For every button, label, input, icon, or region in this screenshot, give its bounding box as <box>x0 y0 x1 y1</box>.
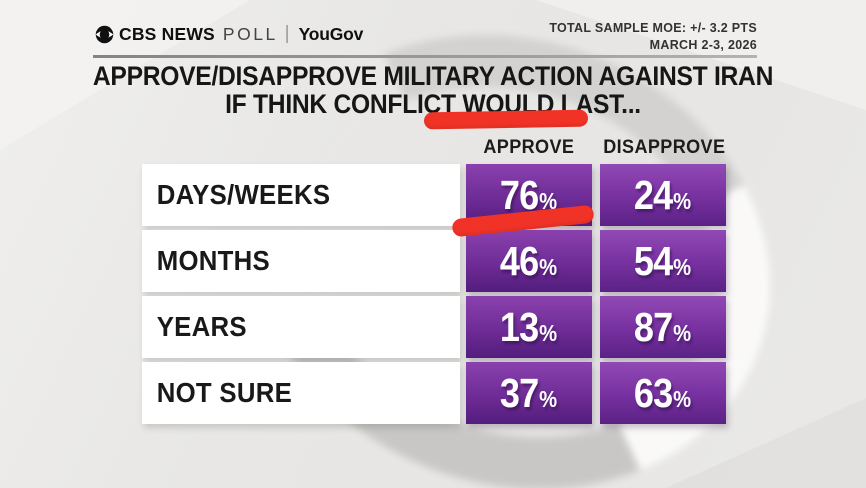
row-label-days-weeks: DAYS/WEEKS <box>142 164 460 226</box>
logo-separator: | <box>284 23 290 44</box>
moe-line2: MARCH 2-3, 2026 <box>649 37 757 52</box>
approve-value-not-sure: 37% <box>466 362 592 424</box>
disapprove-value-not-sure: 63% <box>600 362 726 424</box>
yougov-logo: YouGov <box>298 23 364 44</box>
title-line1: APPROVE/DISAPPROVE MILITARY ACTION AGAIN… <box>92 61 774 91</box>
approve-value-months: 46% <box>466 230 592 292</box>
page-title: APPROVE/DISAPPROVE MILITARY ACTION AGAIN… <box>0 62 866 118</box>
logo-network-name: CBS NEWS <box>119 23 215 44</box>
approve-value-years: 13% <box>466 296 592 358</box>
header-divider <box>93 55 757 58</box>
logo-program-name: POLL <box>222 23 278 44</box>
column-header-approve: APPROVE <box>483 137 575 158</box>
disapprove-value-days-weeks: 24% <box>600 164 726 226</box>
cbs-news-poll-logo: CBS NEWS POLL | YouGov <box>95 22 363 46</box>
column-header-disapprove: DISAPPROVE <box>602 137 726 158</box>
disapprove-value-years: 87% <box>600 296 726 358</box>
moe-line1: TOTAL SAMPLE MOE: +/- 3.2 PTS <box>549 21 757 35</box>
row-label-years: YEARS <box>142 296 460 358</box>
sample-moe-note: TOTAL SAMPLE MOE: +/- 3.2 PTS MARCH 2-3,… <box>549 20 757 54</box>
red-marker-underline-title <box>423 109 589 130</box>
row-label-not-sure: NOT SURE <box>142 362 460 424</box>
row-label-months: MONTHS <box>142 230 460 292</box>
disapprove-value-months: 54% <box>600 230 726 292</box>
cbs-eye-icon <box>95 25 114 44</box>
